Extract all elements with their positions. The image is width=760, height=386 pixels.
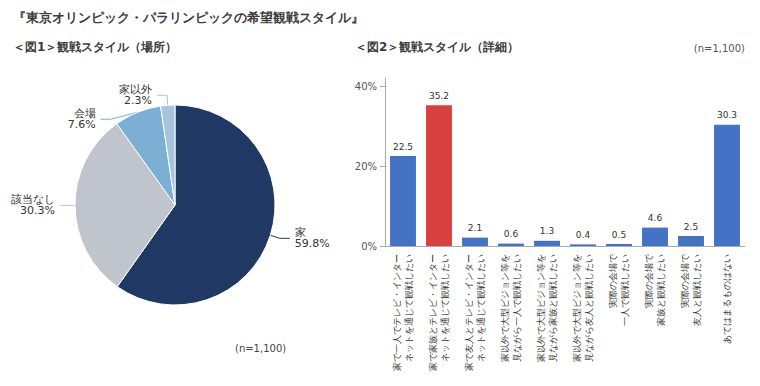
svg-text:家以外で大型ビジョン等を: 家以外で大型ビジョン等を	[500, 254, 510, 362]
svg-text:友人と観戦したい: 友人と観戦したい	[692, 254, 702, 326]
svg-text:見ながら家族と観戦したい: 見ながら家族と観戦したい	[548, 254, 558, 362]
svg-text:家以外で大型ビジョン等を: 家以外で大型ビジョン等を	[536, 254, 546, 362]
svg-text:家以外で大型ビジョン等を: 家以外で大型ビジョン等を	[572, 254, 582, 362]
svg-text:家で友人とテレビ・インター: 家で友人とテレビ・インター	[464, 254, 474, 371]
svg-text:見ながら一人で観戦したい: 見ながら一人で観戦したい	[512, 254, 522, 362]
svg-text:家以外: 家以外	[119, 83, 153, 97]
svg-text:該当なし: 該当なし	[11, 193, 55, 207]
svg-text:ネットを通じて観戦したい: ネットを通じて観戦したい	[440, 254, 450, 362]
svg-text:0.4: 0.4	[576, 230, 591, 240]
svg-text:2.5: 2.5	[684, 222, 698, 232]
svg-text:30.3%: 30.3%	[20, 204, 55, 217]
svg-text:35.2: 35.2	[429, 91, 449, 101]
svg-text:実際の会場で: 実際の会場で	[644, 253, 654, 308]
svg-text:家: 家	[294, 226, 306, 240]
svg-text:0%: 0%	[361, 241, 377, 252]
svg-text:4.6: 4.6	[648, 213, 663, 223]
svg-text:会場: 会場	[73, 107, 96, 121]
svg-text:0.5: 0.5	[612, 230, 626, 240]
svg-text:実際の会場で: 実際の会場で	[608, 253, 618, 308]
svg-text:2.3%: 2.3%	[124, 94, 152, 107]
svg-text:見ながら友人と観戦したい: 見ながら友人と観戦したい	[584, 254, 594, 362]
svg-text:＜図1＞観戦スタイル（場所）: ＜図1＞観戦スタイル（場所）	[13, 40, 177, 54]
svg-text:7.6%: 7.6%	[68, 118, 96, 131]
svg-text:22.5: 22.5	[393, 142, 413, 152]
svg-text:＜図2＞観戦スタイル（詳細）: ＜図2＞観戦スタイル（詳細）	[355, 40, 519, 54]
svg-text:40%: 40%	[355, 81, 377, 92]
svg-text:家で家族とテレビ・インター: 家で家族とテレビ・インター	[428, 254, 438, 371]
svg-text:(n=1,100): (n=1,100)	[235, 343, 286, 354]
svg-text:ネットを通じて観戦したい: ネットを通じて観戦したい	[476, 254, 486, 362]
svg-text:1.3: 1.3	[540, 226, 554, 236]
svg-text:一人で観戦したい: 一人で観戦したい	[620, 254, 630, 326]
svg-text:(n=1,100): (n=1,100)	[694, 43, 745, 54]
svg-text:家で一人でテレビ・インター: 家で一人でテレビ・インター	[392, 254, 402, 371]
svg-text:0.6: 0.6	[504, 229, 519, 239]
svg-text:ネットを通じて観戦したい: ネットを通じて観戦したい	[404, 254, 414, 362]
svg-text:『東京オリンピック・パラリンピックの希望観戦スタイル』: 『東京オリンピック・パラリンピックの希望観戦スタイル』	[13, 10, 364, 25]
svg-text:30.3: 30.3	[717, 110, 737, 120]
svg-text:20%: 20%	[355, 161, 377, 172]
svg-text:あてはまるものはない: あてはまるものはない	[722, 254, 732, 344]
svg-text:2.1: 2.1	[468, 223, 482, 233]
svg-text:家族と観戦したい: 家族と観戦したい	[656, 254, 666, 326]
svg-text:実際の会場で: 実際の会場で	[680, 253, 690, 308]
svg-text:59.8%: 59.8%	[295, 237, 330, 250]
